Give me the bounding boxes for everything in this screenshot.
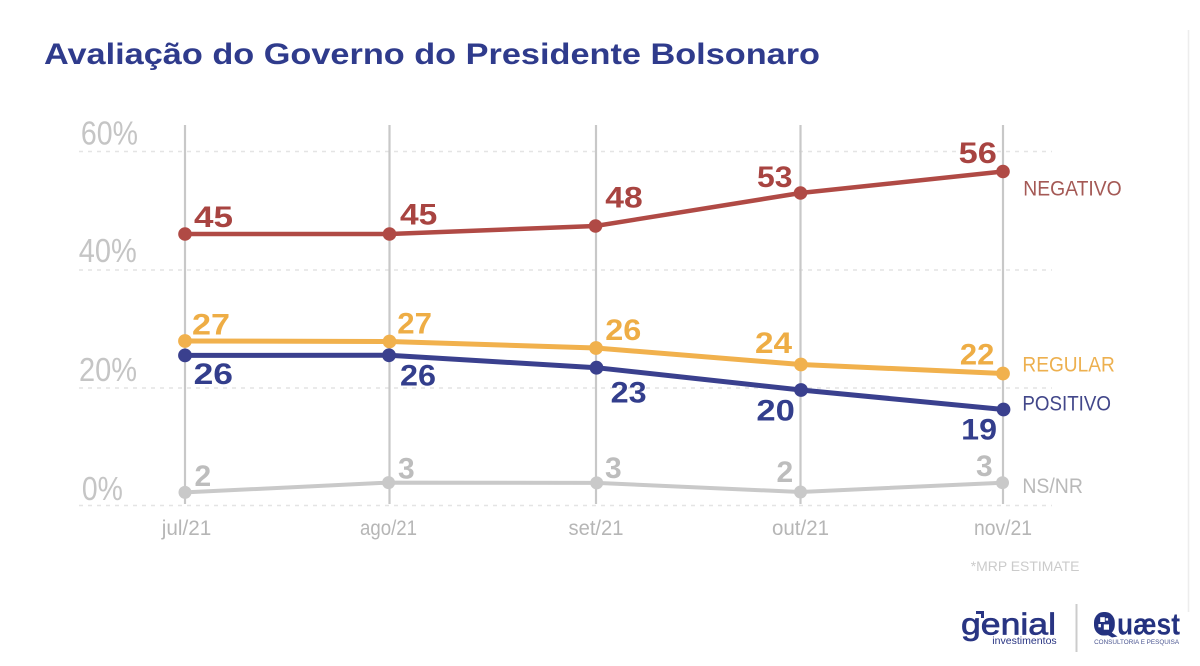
svg-text:53: 53 [757,161,793,194]
svg-text:NEGATIVO: NEGATIVO [1023,177,1121,201]
svg-text:CONSULTORIA E PESQUISA: CONSULTORIA E PESQUISA [1094,639,1179,646]
svg-text:3: 3 [976,450,993,483]
svg-text:20: 20 [756,394,795,427]
svg-text:22: 22 [960,339,994,372]
svg-text:REGULAR: REGULAR [1022,353,1114,377]
svg-text:POSITIVO: POSITIVO [1022,392,1111,416]
svg-text:26: 26 [605,314,641,347]
svg-text:set/21: set/21 [569,517,624,540]
svg-text:2: 2 [195,460,212,493]
svg-text:0%: 0% [82,470,123,507]
svg-text:out/21: out/21 [772,517,829,540]
svg-text:27: 27 [397,308,432,341]
svg-text:48: 48 [605,182,642,215]
svg-text:uæst: uæst [1117,608,1180,642]
svg-text:3: 3 [398,453,415,486]
svg-text:nov/21: nov/21 [974,517,1032,540]
svg-text:26: 26 [194,358,233,391]
svg-text:45: 45 [194,201,233,234]
svg-text:19: 19 [961,414,997,447]
svg-text:27: 27 [192,309,230,342]
svg-text:26: 26 [400,359,436,392]
svg-text:*MRP ESTIMATE: *MRP ESTIMATE [971,558,1080,574]
svg-text:60%: 60% [81,115,138,152]
svg-text:2: 2 [777,456,794,489]
svg-text:45: 45 [400,199,437,232]
svg-text:24: 24 [755,327,792,360]
svg-text:NS/NR: NS/NR [1022,474,1083,498]
svg-text:20%: 20% [79,351,137,388]
svg-text:3: 3 [605,452,622,485]
svg-text:Avaliação do Governo do Presid: Avaliação do Governo do Presidente Bolso… [44,38,820,71]
svg-text:jul/21: jul/21 [161,517,211,540]
svg-text:23: 23 [611,377,647,410]
svg-text:ago/21: ago/21 [360,517,417,540]
svg-text:investimentos: investimentos [992,636,1056,647]
svg-text:40%: 40% [79,232,137,269]
svg-text:56: 56 [959,137,997,170]
